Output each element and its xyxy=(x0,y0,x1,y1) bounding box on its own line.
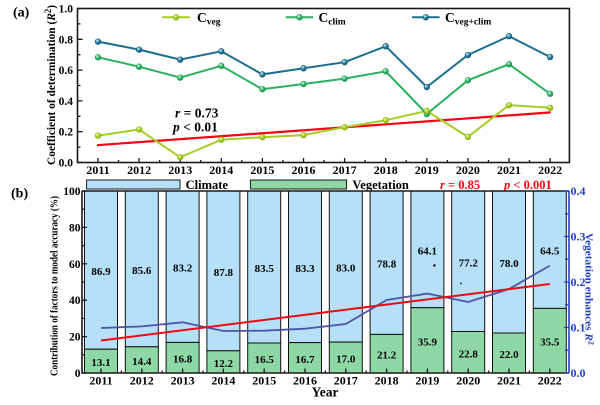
svg-text:0.4: 0.4 xyxy=(59,96,74,108)
svg-text:0.2: 0.2 xyxy=(571,275,586,289)
svg-text:2019: 2019 xyxy=(415,374,439,388)
svg-text:21.2: 21.2 xyxy=(377,350,397,362)
svg-text:16.7: 16.7 xyxy=(295,354,315,366)
svg-text:2021: 2021 xyxy=(497,163,521,177)
svg-text:12.2: 12.2 xyxy=(214,358,234,370)
svg-text:0.0: 0.0 xyxy=(571,366,586,380)
svg-text:2020: 2020 xyxy=(456,163,480,177)
svg-text:14.4: 14.4 xyxy=(132,356,152,368)
svg-text:r = 0.73: r = 0.73 xyxy=(175,106,219,121)
svg-text:85.6: 85.6 xyxy=(132,265,152,277)
svg-text:100: 100 xyxy=(63,186,81,198)
svg-text:2015: 2015 xyxy=(250,163,274,177)
svg-text:83.5: 83.5 xyxy=(255,263,275,275)
svg-text:2017: 2017 xyxy=(334,374,358,388)
svg-text:78.0: 78.0 xyxy=(499,258,519,270)
svg-text:86.9: 86.9 xyxy=(91,266,111,278)
svg-text:0.1: 0.1 xyxy=(571,321,586,335)
svg-text:83.3: 83.3 xyxy=(295,263,315,275)
svg-text:2018: 2018 xyxy=(374,163,398,177)
svg-text:2018: 2018 xyxy=(375,374,399,388)
svg-text:2011: 2011 xyxy=(89,374,112,388)
svg-text:2022: 2022 xyxy=(538,374,562,388)
svg-text:22.0: 22.0 xyxy=(499,349,519,361)
svg-text:p < 0.001: p < 0.001 xyxy=(503,178,552,192)
svg-text:Contribution of factors to mod: Contribution of factors to model accurac… xyxy=(49,196,61,376)
svg-text:0.2: 0.2 xyxy=(59,127,74,139)
svg-text:2016: 2016 xyxy=(293,374,317,388)
svg-text:0.0: 0.0 xyxy=(59,158,74,170)
svg-text:0.4: 0.4 xyxy=(571,184,586,198)
svg-text:1.0: 1.0 xyxy=(59,4,74,16)
svg-text:35.5: 35.5 xyxy=(540,337,560,349)
svg-text:77.2: 77.2 xyxy=(459,257,479,269)
svg-text:2017: 2017 xyxy=(333,163,357,177)
svg-text:20: 20 xyxy=(69,332,81,344)
svg-text:13.1: 13.1 xyxy=(91,357,110,369)
svg-text:2015: 2015 xyxy=(252,374,276,388)
svg-text:0.8: 0.8 xyxy=(59,34,74,46)
svg-text:0.6: 0.6 xyxy=(59,65,74,77)
svg-text:(b): (b) xyxy=(11,187,28,202)
svg-text:2019: 2019 xyxy=(415,163,439,177)
svg-text:0.3: 0.3 xyxy=(571,230,586,244)
svg-text:2022: 2022 xyxy=(538,163,562,177)
svg-text:35.9: 35.9 xyxy=(418,336,438,348)
svg-text:0: 0 xyxy=(75,368,81,380)
svg-text:83.0: 83.0 xyxy=(336,263,356,275)
svg-text:87.8: 87.8 xyxy=(214,267,234,279)
svg-text:Vegetation: Vegetation xyxy=(352,178,409,192)
svg-text:22.8: 22.8 xyxy=(459,348,479,360)
svg-text:17.0: 17.0 xyxy=(336,354,356,366)
svg-text:2013: 2013 xyxy=(171,374,195,388)
svg-text:2014: 2014 xyxy=(209,163,233,177)
svg-text:r = 0.85: r = 0.85 xyxy=(440,178,480,192)
svg-text:2012: 2012 xyxy=(127,163,151,177)
svg-text:2016: 2016 xyxy=(292,163,316,177)
svg-text:Coefficient of determination (: Coefficient of determination (R2) xyxy=(43,5,58,165)
svg-text:p < 0.01: p < 0.01 xyxy=(172,120,218,135)
svg-text:Vegetation enhances R2: Vegetation enhances R2 xyxy=(583,233,596,345)
svg-text:80: 80 xyxy=(69,222,81,234)
svg-text:83.2: 83.2 xyxy=(173,263,193,275)
svg-text:60: 60 xyxy=(69,259,81,271)
svg-text:2012: 2012 xyxy=(130,374,154,388)
svg-text:(a): (a) xyxy=(13,6,30,21)
svg-text:64.5: 64.5 xyxy=(540,246,560,258)
svg-text:64.1: 64.1 xyxy=(418,245,437,257)
svg-text:40: 40 xyxy=(69,295,81,307)
svg-text:2020: 2020 xyxy=(456,374,480,388)
svg-text:Year: Year xyxy=(312,385,339,400)
svg-text:2011: 2011 xyxy=(86,163,109,177)
svg-text:2013: 2013 xyxy=(168,163,192,177)
svg-text:16.8: 16.8 xyxy=(173,354,193,366)
svg-text:78.8: 78.8 xyxy=(377,259,397,271)
svg-text:16.5: 16.5 xyxy=(255,354,275,366)
svg-text:2014: 2014 xyxy=(211,374,235,388)
svg-text:2021: 2021 xyxy=(497,374,521,388)
svg-text:Climate: Climate xyxy=(186,178,229,192)
